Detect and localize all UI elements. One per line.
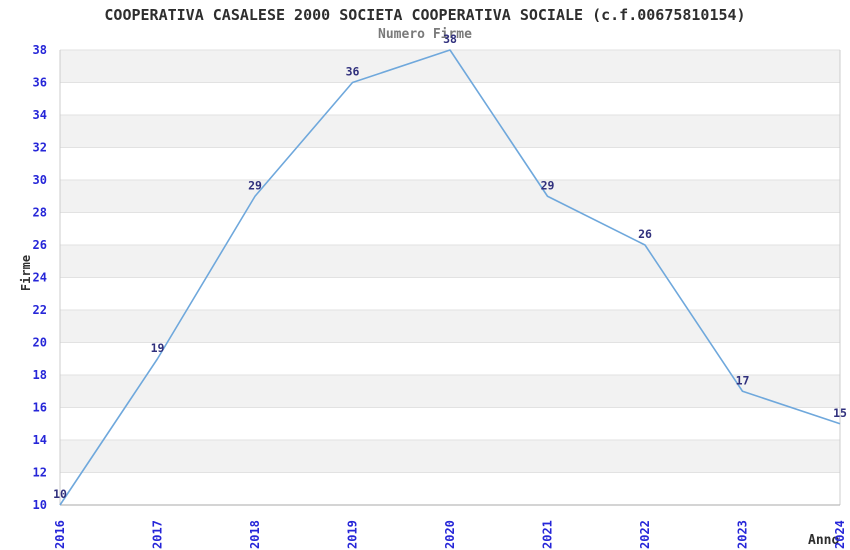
y-tick-label: 34	[33, 108, 47, 122]
y-tick-label: 32	[33, 141, 47, 155]
y-tick-label: 20	[33, 336, 47, 350]
y-tick-label: 16	[33, 401, 47, 415]
y-tick-label: 28	[33, 206, 47, 220]
value-label: 17	[736, 373, 750, 387]
x-tick-label: 2022	[638, 520, 652, 549]
x-tick-label: 2019	[346, 520, 360, 549]
grid-band	[60, 440, 840, 473]
y-tick-label: 12	[33, 466, 47, 480]
x-tick-label: 2017	[151, 520, 165, 549]
y-tick-label: 24	[33, 271, 47, 285]
x-axis-title: Anno	[808, 533, 840, 548]
chart-subtitle: Numero Firme	[378, 27, 472, 42]
y-tick-label: 14	[33, 433, 47, 447]
grid-band	[60, 245, 840, 278]
value-label: 29	[541, 178, 555, 192]
grid-band	[60, 375, 840, 408]
y-tick-label: 26	[33, 238, 47, 252]
x-tick-label: 2018	[248, 520, 262, 549]
grid-band	[60, 50, 840, 83]
x-tick-label: 2023	[736, 520, 750, 549]
y-tick-label: 22	[33, 303, 47, 317]
grid-band	[60, 115, 840, 148]
value-label: 26	[638, 227, 652, 241]
y-tick-label: 18	[33, 368, 47, 382]
y-tick-label: 30	[33, 173, 47, 187]
x-tick-label: 2024	[833, 520, 847, 549]
value-label: 29	[248, 178, 262, 192]
x-tick-label: 2020	[443, 520, 457, 549]
x-tick-label: 2016	[53, 520, 67, 549]
value-label: 19	[151, 341, 165, 355]
y-tick-label: 10	[33, 498, 47, 512]
value-label: 10	[53, 487, 67, 501]
value-label: 38	[443, 32, 457, 46]
grid-band	[60, 310, 840, 343]
y-tick-label: 36	[33, 76, 47, 90]
y-tick-label: 38	[33, 43, 47, 57]
x-tick-label: 2021	[541, 520, 555, 549]
grid-band	[60, 180, 840, 213]
value-label: 15	[833, 406, 847, 420]
chart-title: COOPERATIVA CASALESE 2000 SOCIETA COOPER…	[104, 6, 746, 24]
value-label: 36	[346, 65, 360, 79]
data-line	[59, 49, 841, 506]
